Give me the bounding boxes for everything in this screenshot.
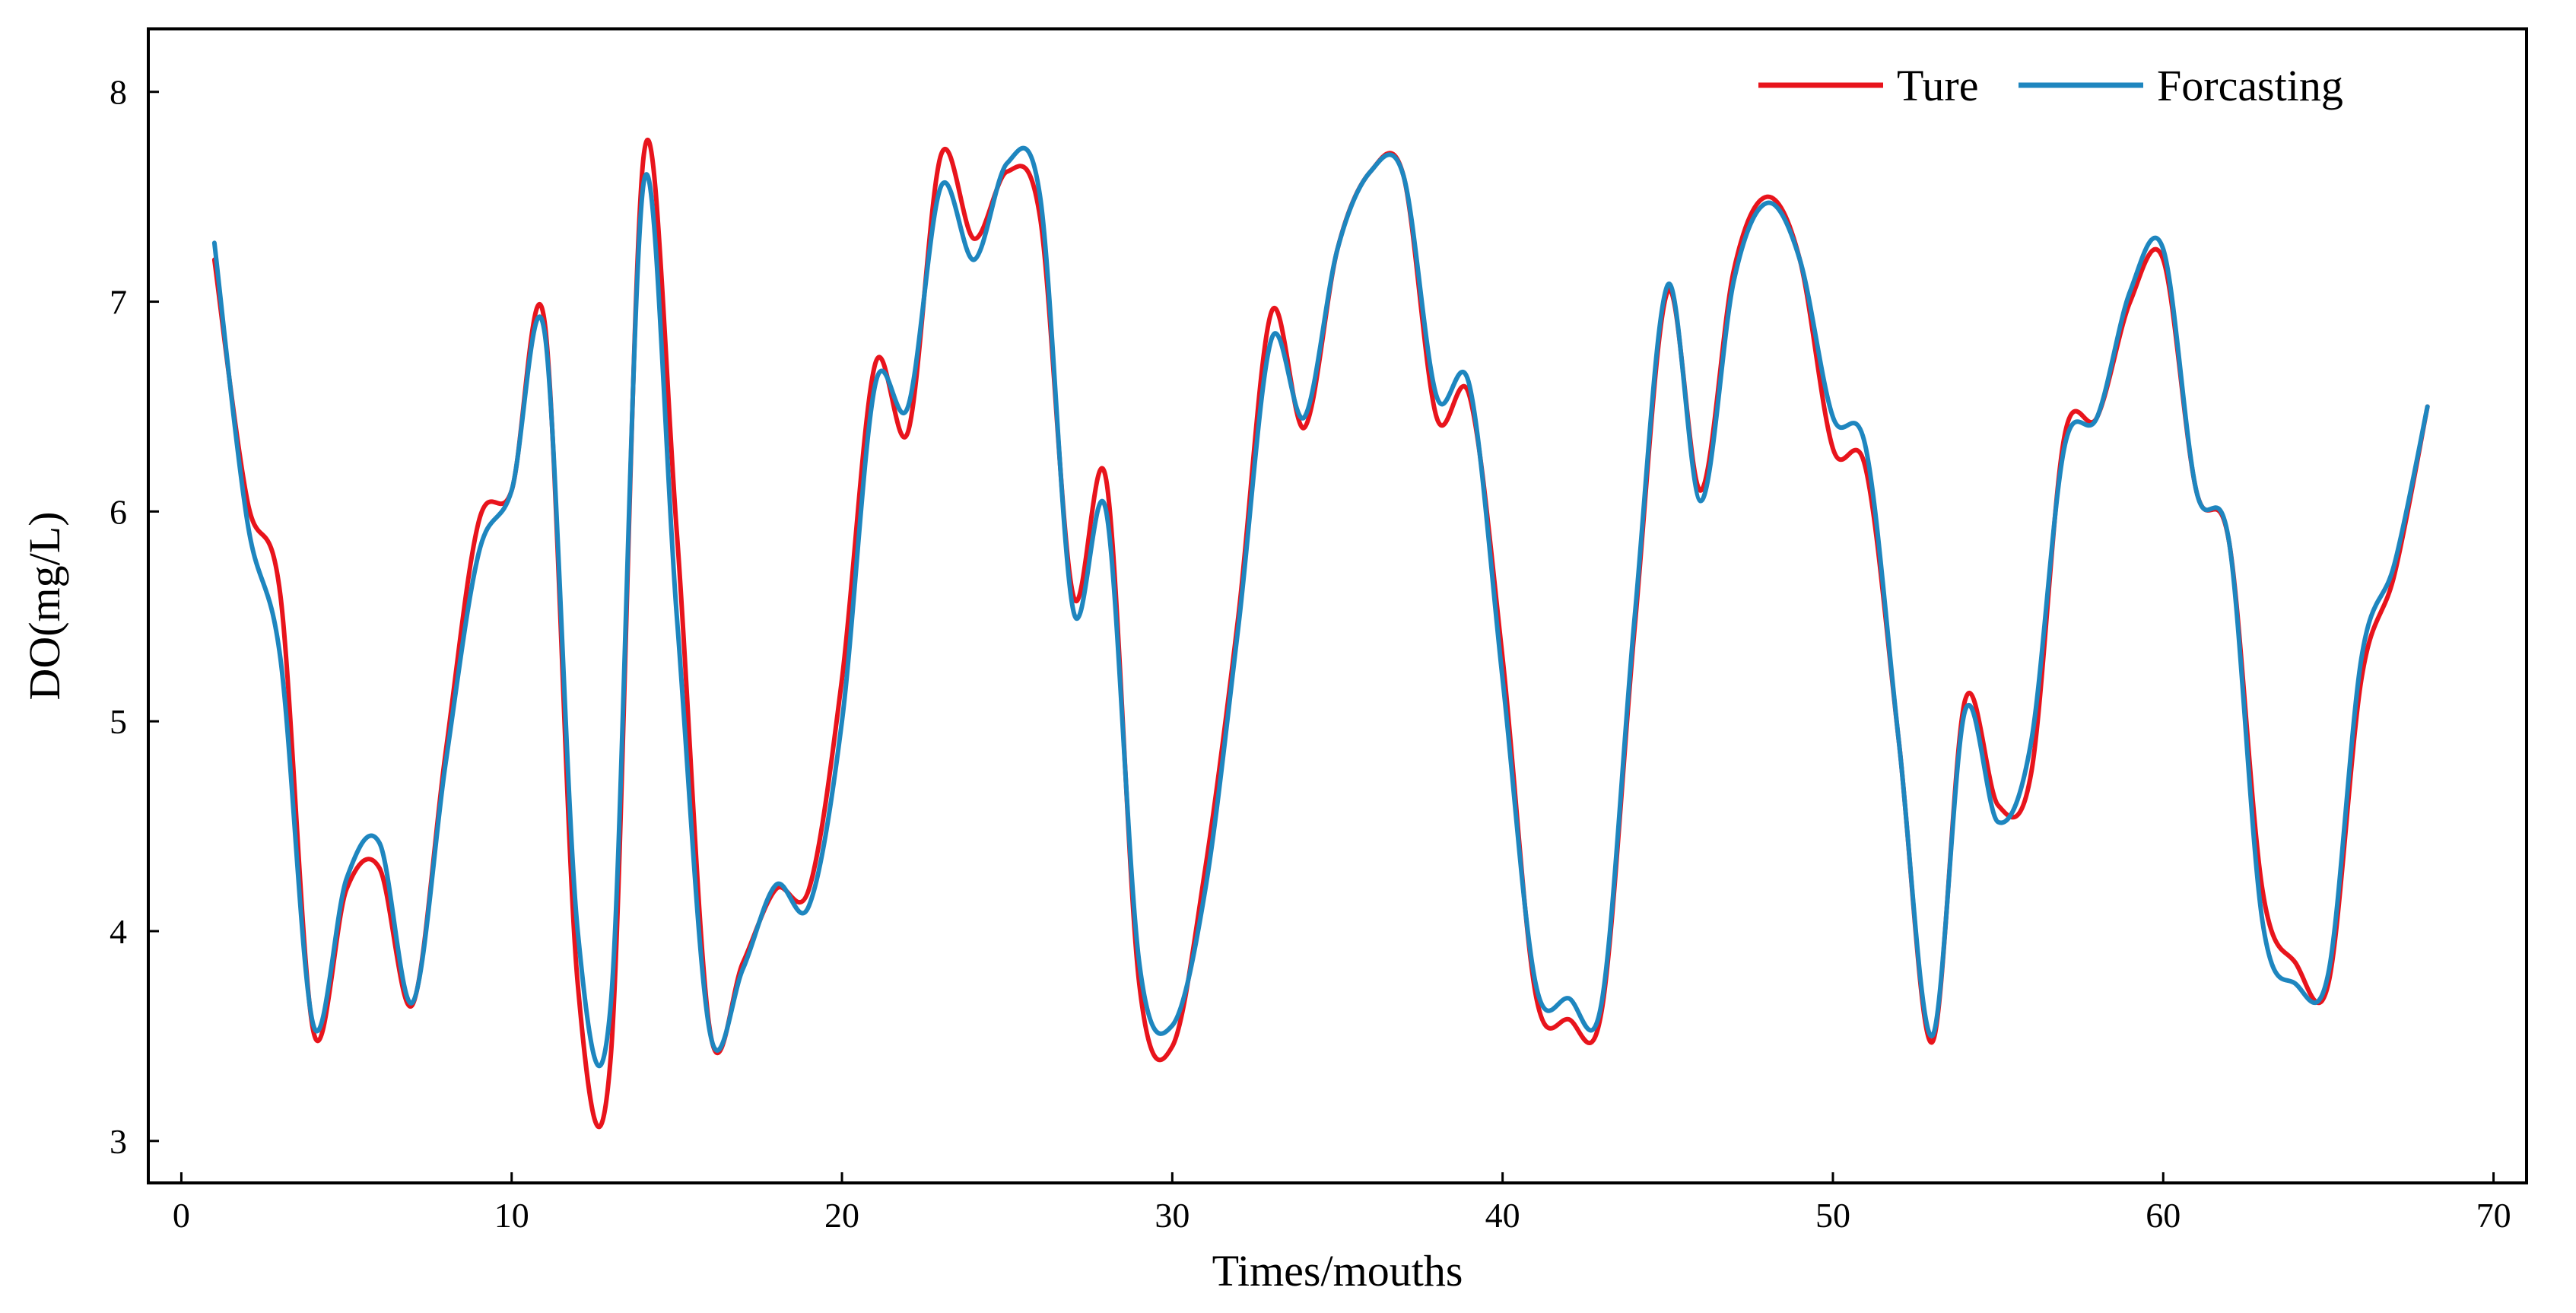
- legend: Ture Forcasting: [1758, 61, 2343, 110]
- x-tick-label: 30: [1155, 1196, 1190, 1235]
- x-tick-label: 40: [1485, 1196, 1520, 1235]
- x-tick-label: 70: [2476, 1196, 2511, 1235]
- legend-label-forcasting: Forcasting: [2157, 61, 2343, 110]
- plot-frame: [147, 27, 2528, 1184]
- y-tick-label: 6: [110, 492, 127, 531]
- y-tick-label: 7: [110, 283, 127, 322]
- series-line-forcasting: [211, 145, 2430, 1069]
- series-layer: [211, 137, 2430, 1130]
- legend-label-ture: Ture: [1897, 61, 1978, 110]
- y-axis-title: DO(mg/L): [20, 511, 69, 700]
- x-tick-label: 10: [494, 1196, 529, 1235]
- y-tick-label: 8: [110, 73, 127, 112]
- y-axis: 3 4 5 6 7 8: [110, 73, 159, 1161]
- y-tick-label: 4: [110, 912, 127, 951]
- x-axis: 0 10 20 30 40 50 60 70: [173, 1172, 2511, 1235]
- x-tick-label: 20: [824, 1196, 859, 1235]
- y-tick-label: 3: [110, 1122, 127, 1161]
- x-axis-title: Times/mouths: [1212, 1246, 1463, 1296]
- x-tick-label: 50: [1815, 1196, 1850, 1235]
- series-line-ture: [211, 137, 2430, 1130]
- y-tick-label: 5: [110, 702, 127, 741]
- x-tick-label: 0: [173, 1196, 190, 1235]
- x-tick-label: 60: [2146, 1196, 2181, 1235]
